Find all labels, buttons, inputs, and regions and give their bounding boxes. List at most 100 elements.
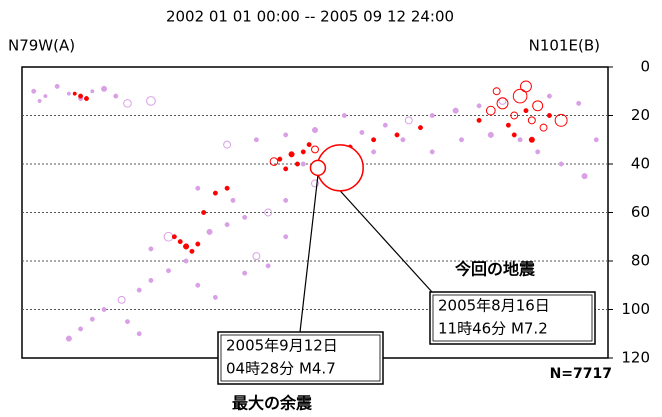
point <box>535 149 541 155</box>
annotation-line: 04時28分 M4.7 <box>226 360 336 378</box>
point <box>125 319 130 325</box>
point <box>189 248 195 254</box>
point <box>195 185 201 191</box>
point <box>242 214 248 220</box>
annotation-box-inner <box>220 334 381 382</box>
point <box>223 140 232 149</box>
point <box>283 166 289 172</box>
annotation-title: 最大の余震 <box>232 394 313 413</box>
y-tick-label: 100 <box>621 300 650 318</box>
point <box>404 116 413 125</box>
point <box>113 93 119 99</box>
point <box>136 331 142 337</box>
leader-line <box>299 175 319 333</box>
point <box>517 137 523 143</box>
y-tick-label: 120 <box>621 349 650 367</box>
point <box>148 246 154 252</box>
left-label: N79W(A) <box>8 37 75 55</box>
y-tick-label: 20 <box>631 106 650 124</box>
point <box>43 94 48 99</box>
point <box>264 208 273 217</box>
point <box>252 252 261 261</box>
point <box>341 113 347 118</box>
point <box>510 111 519 120</box>
annotation-box <box>429 291 596 345</box>
point <box>382 122 388 128</box>
point <box>527 116 536 125</box>
point <box>359 130 365 135</box>
point <box>558 161 564 167</box>
annotation-box <box>217 331 384 385</box>
point <box>476 103 482 109</box>
point <box>195 241 201 247</box>
point <box>148 277 154 283</box>
point <box>429 113 435 118</box>
point <box>311 179 319 188</box>
point <box>90 89 95 94</box>
point <box>505 122 511 128</box>
point <box>253 137 259 143</box>
point <box>554 113 568 127</box>
point <box>89 316 95 322</box>
point <box>269 157 279 166</box>
point <box>224 222 230 228</box>
point <box>528 136 535 143</box>
point <box>163 231 174 242</box>
point <box>311 127 319 134</box>
point <box>283 132 289 138</box>
annotation-title: 今回の地震 <box>454 260 536 279</box>
point <box>371 149 377 155</box>
point <box>418 125 423 131</box>
point <box>511 132 517 138</box>
point <box>593 137 599 143</box>
point <box>31 88 37 94</box>
point <box>429 149 435 155</box>
point <box>512 88 528 104</box>
count-label: N=7717 <box>550 366 612 382</box>
point <box>177 239 183 245</box>
point <box>300 161 306 167</box>
point <box>78 326 84 332</box>
point <box>476 117 482 123</box>
point <box>206 228 213 235</box>
point <box>283 197 289 203</box>
point <box>166 268 171 274</box>
point <box>523 108 529 114</box>
annotation-line: 2005年8月16日 <box>438 297 550 315</box>
point <box>146 96 156 106</box>
point <box>400 137 406 143</box>
point <box>371 137 377 143</box>
point <box>78 93 84 99</box>
point <box>117 295 126 304</box>
point <box>230 197 236 203</box>
y-tick-label: 80 <box>631 252 650 270</box>
point <box>195 282 201 288</box>
point <box>101 307 107 312</box>
y-tick-label: 40 <box>631 155 650 173</box>
point <box>581 173 588 180</box>
point <box>101 85 108 92</box>
point <box>283 234 289 240</box>
point <box>394 132 400 138</box>
point <box>306 142 312 148</box>
right-label: N101E(B) <box>529 37 600 55</box>
point <box>212 294 218 300</box>
point <box>485 105 496 116</box>
point <box>532 100 544 112</box>
annotation-box-inner <box>432 294 593 342</box>
point <box>201 210 207 215</box>
point <box>496 97 509 110</box>
point <box>171 234 177 240</box>
point <box>66 91 71 96</box>
leader-line <box>339 190 433 293</box>
point <box>546 93 552 99</box>
y-tick-label: 0 <box>640 58 650 76</box>
point <box>72 91 77 96</box>
point <box>183 258 189 264</box>
point <box>37 98 42 103</box>
point <box>294 161 300 167</box>
point <box>492 87 501 96</box>
point <box>123 99 132 108</box>
point <box>183 243 190 250</box>
